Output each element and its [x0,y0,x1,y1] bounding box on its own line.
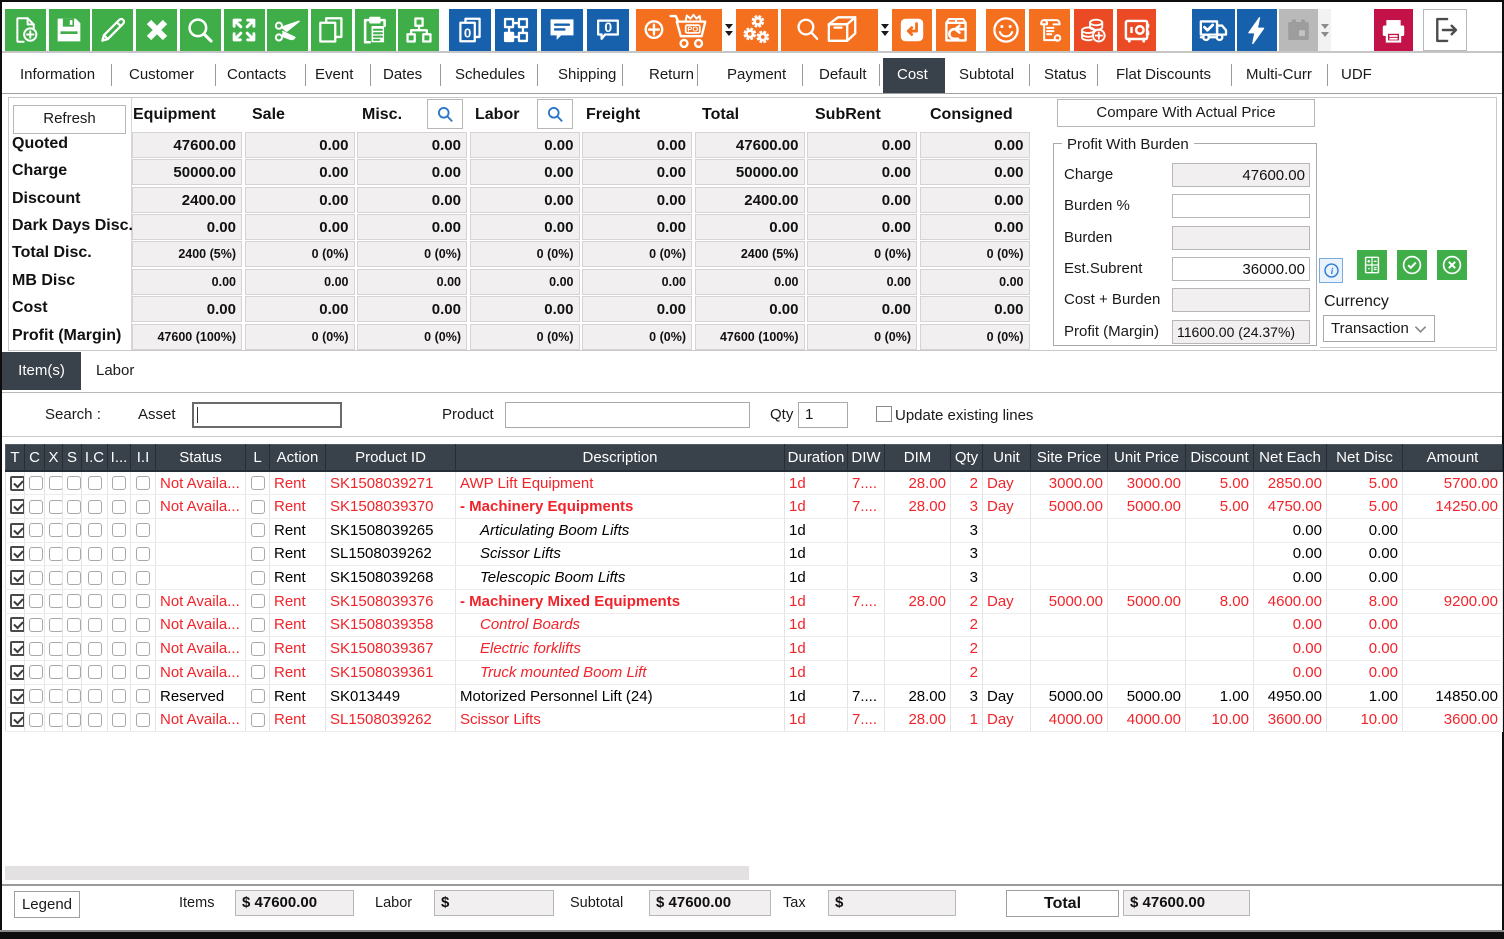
svg-text:i: i [1330,267,1333,277]
svg-text:PO: PO [687,25,698,34]
svg-text:0: 0 [464,25,471,40]
svg-text:0: 0 [604,19,612,35]
